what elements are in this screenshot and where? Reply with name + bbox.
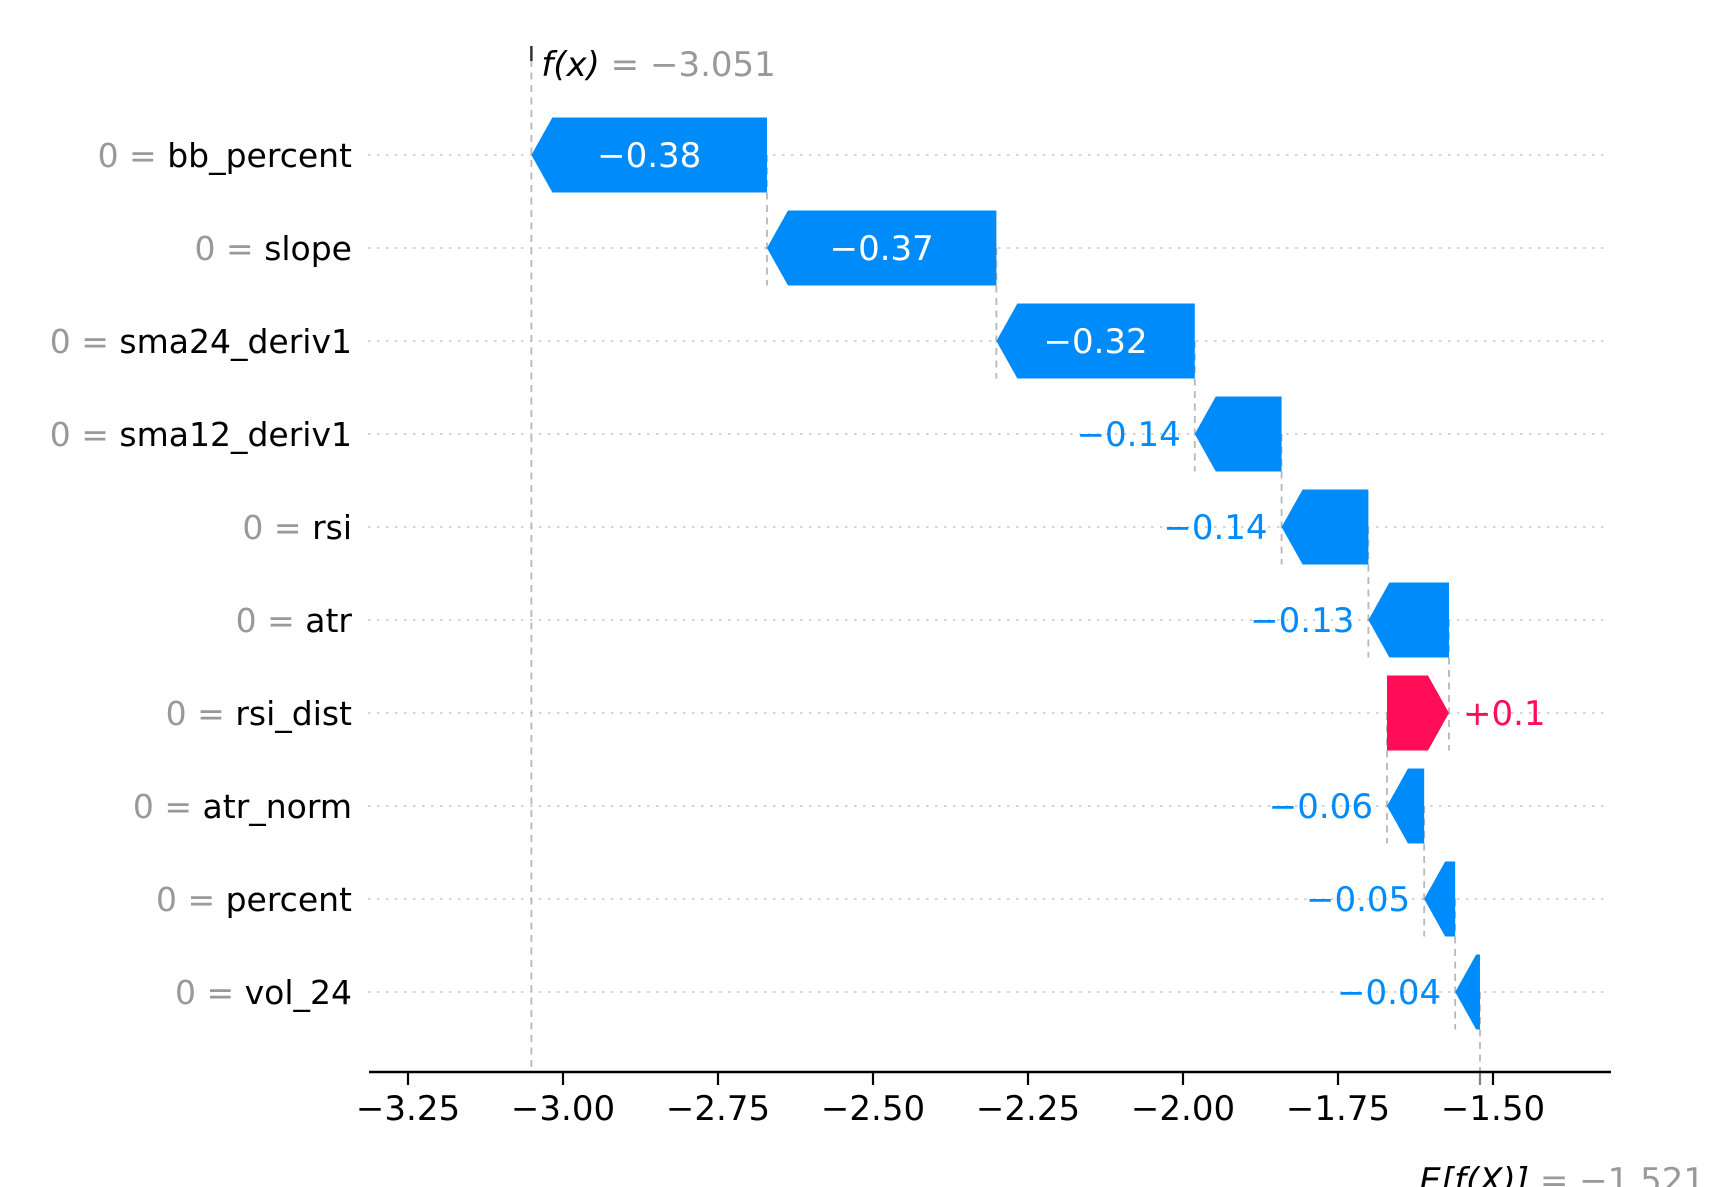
bar-sma12_deriv1	[1194, 396, 1282, 472]
bar-rsi	[1281, 489, 1369, 565]
bar-rsi_dist	[1386, 675, 1449, 751]
row-label-sma24_deriv1: 0 = sma24_deriv1	[50, 322, 352, 361]
row-label-percent: 0 = percent	[156, 880, 352, 919]
ef-equals: =	[1529, 1161, 1580, 1187]
x-tick-label: −2.25	[976, 1089, 1080, 1129]
bar-bb_percent	[531, 117, 767, 193]
x-tick-label: −3.25	[356, 1089, 460, 1129]
row-label-rsi: 0 = rsi	[242, 508, 352, 547]
bar-value-label: +0.1	[1463, 694, 1546, 734]
bar-value-label: −0.38	[597, 136, 701, 176]
x-tick-label: −2.75	[666, 1089, 770, 1129]
x-tick-label: −1.50	[1441, 1089, 1545, 1129]
bar-percent	[1424, 861, 1456, 937]
x-tick-label: −1.75	[1286, 1089, 1390, 1129]
row-label-bb_percent: 0 = bb_percent	[98, 136, 352, 175]
bar-value-label: −0.14	[1163, 508, 1267, 548]
fx-symbol: f(x)	[541, 45, 600, 86]
row-label-atr: 0 = atr	[236, 601, 353, 640]
row-label-sma12_deriv1: 0 = sma12_deriv1	[50, 415, 352, 454]
bar-atr_norm	[1386, 768, 1425, 844]
x-tick-label: −2.50	[821, 1089, 925, 1129]
bar-atr	[1368, 582, 1449, 658]
bar-sma24_deriv1	[996, 303, 1195, 379]
bar-value-label: −0.06	[1269, 787, 1373, 827]
bar-value-label: −0.13	[1250, 601, 1354, 641]
row-label-slope: 0 = slope	[195, 229, 352, 268]
x-tick-label: −2.00	[1131, 1089, 1235, 1129]
bar-value-label: −0.37	[830, 229, 934, 269]
bar-value-label: −0.04	[1337, 973, 1441, 1013]
bar-value-label: −0.14	[1077, 415, 1181, 455]
fx-annotation: f(x) = −3.051	[498, 10, 776, 122]
ef-symbol: E[f(X)]	[1419, 1161, 1530, 1187]
row-label-atr_norm: 0 = atr_norm	[133, 787, 352, 826]
bar-value-label: −0.32	[1043, 322, 1147, 362]
expected-value-annotation: E[f(X)] = −1.521	[1376, 1126, 1705, 1187]
row-label-vol_24: 0 = vol_24	[175, 973, 352, 1012]
bar-vol_24	[1455, 954, 1480, 1030]
x-tick-label: −3.00	[511, 1089, 615, 1129]
row-label-rsi_dist: 0 = rsi_dist	[166, 694, 352, 733]
fx-value: −3.051	[649, 45, 776, 86]
bar-value-label: −0.05	[1306, 880, 1410, 920]
ef-value: −1.521	[1579, 1161, 1705, 1187]
bar-slope	[766, 210, 997, 286]
fx-equals: =	[599, 45, 650, 86]
